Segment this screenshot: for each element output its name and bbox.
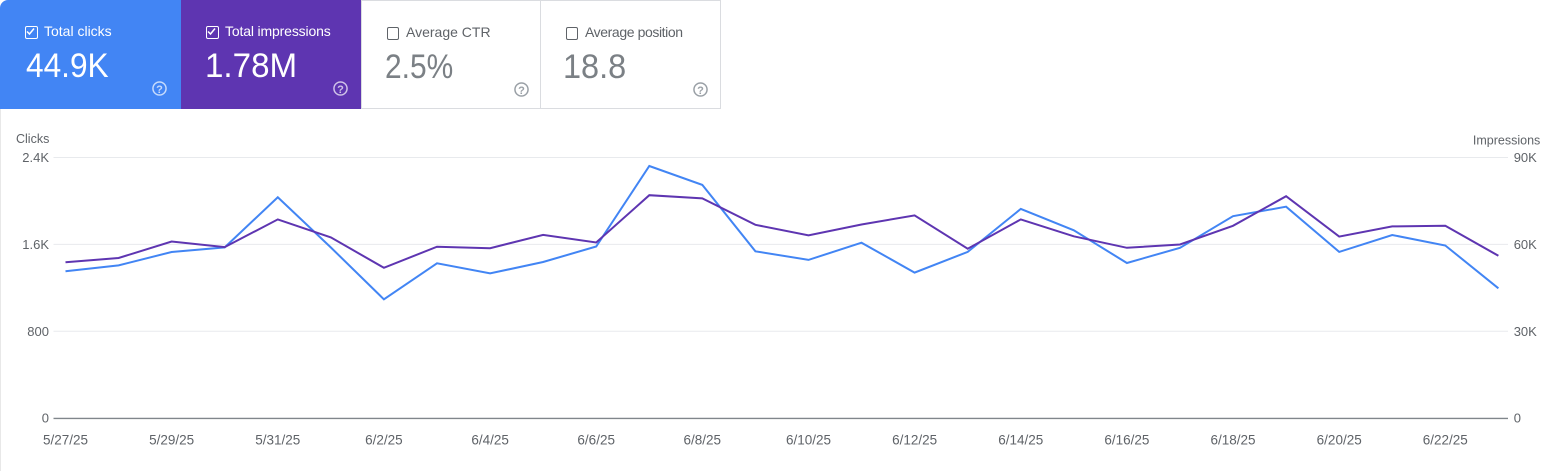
svg-text:?: ? <box>518 85 525 97</box>
svg-text:0: 0 <box>1514 411 1521 426</box>
svg-text:6/20/25: 6/20/25 <box>1317 432 1362 447</box>
svg-text:6/10/25: 6/10/25 <box>786 432 831 447</box>
svg-text:6/22/25: 6/22/25 <box>1423 432 1468 447</box>
svg-text:6/12/25: 6/12/25 <box>892 432 937 447</box>
svg-text:6/8/25: 6/8/25 <box>684 432 722 447</box>
svg-text:?: ? <box>697 85 704 97</box>
svg-text:Impressions: Impressions <box>1473 134 1540 148</box>
svg-text:6/6/25: 6/6/25 <box>577 432 615 447</box>
svg-text:6/4/25: 6/4/25 <box>471 432 509 447</box>
svg-text:Clicks: Clicks <box>16 132 49 146</box>
svg-text:30K: 30K <box>1514 324 1537 339</box>
svg-text:6/2/25: 6/2/25 <box>365 432 403 447</box>
svg-text:?: ? <box>337 84 344 96</box>
svg-text:6/14/25: 6/14/25 <box>998 432 1043 447</box>
svg-text:90K: 90K <box>1514 150 1537 165</box>
svg-text:800: 800 <box>27 324 49 339</box>
svg-text:1.6K: 1.6K <box>22 237 49 252</box>
svg-text:2.4K: 2.4K <box>22 150 49 165</box>
svg-text:6/16/25: 6/16/25 <box>1104 432 1149 447</box>
svg-text:0: 0 <box>42 411 49 426</box>
svg-text:5/27/25: 5/27/25 <box>43 432 88 447</box>
svg-text:6/18/25: 6/18/25 <box>1210 432 1255 447</box>
svg-text:?: ? <box>156 84 163 96</box>
svg-text:5/31/25: 5/31/25 <box>255 432 300 447</box>
svg-text:60K: 60K <box>1514 237 1537 252</box>
svg-text:5/29/25: 5/29/25 <box>149 432 194 447</box>
